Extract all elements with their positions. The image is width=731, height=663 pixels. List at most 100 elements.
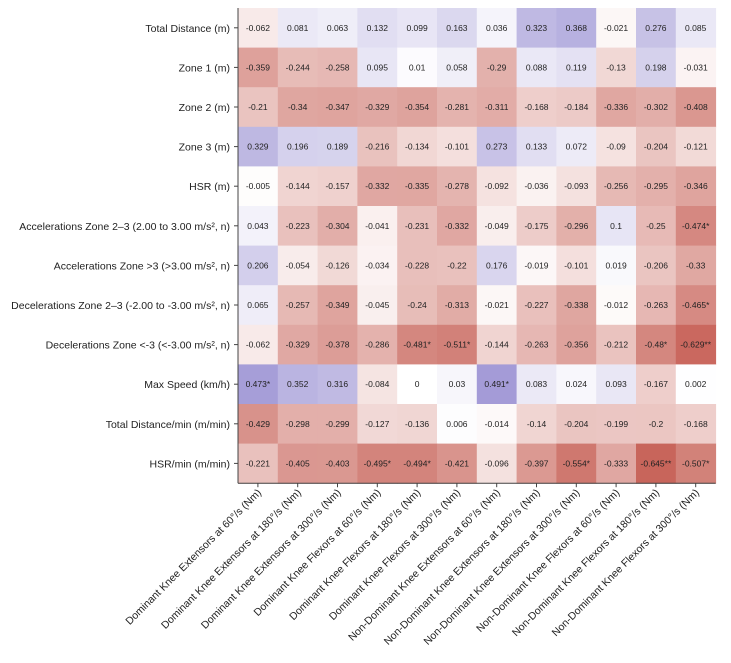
heatmap-cell [596, 47, 637, 88]
cell-value: 0.176 [486, 260, 508, 270]
heatmap-cell [596, 443, 637, 484]
heatmap-cell [675, 443, 717, 484]
heatmap-cell [476, 126, 518, 167]
cell-value: -0.019 [524, 260, 548, 270]
cell-value: -0.34 [288, 102, 308, 112]
heatmap-cell [317, 285, 358, 326]
heatmap-cell [636, 324, 677, 365]
heatmap-cell [556, 245, 597, 286]
cell-value: -0.199 [604, 419, 628, 429]
cell-value: -0.175 [524, 221, 548, 231]
cell-value: 0.163 [446, 23, 468, 33]
cell-value: -0.359 [246, 62, 270, 72]
heatmap-cell [675, 364, 717, 405]
cell-value: -0.2 [649, 419, 664, 429]
cell-value: -0.034 [365, 260, 389, 270]
heatmap-cell [476, 47, 518, 88]
heatmap-cell [437, 206, 478, 247]
cell-value: 0.006 [446, 419, 468, 429]
column-label: Non-Dominant Knee Flexors at 180°/s (Nm) [510, 487, 662, 639]
cell-value: 0.095 [367, 62, 389, 72]
cell-value: 0.036 [486, 23, 508, 33]
heatmap-cell [556, 324, 597, 365]
cell-value: -0.333 [604, 458, 628, 468]
heatmap-cell [596, 245, 637, 286]
heatmap-cell [437, 404, 478, 445]
heatmap-cell [556, 166, 597, 207]
cell-value: -0.304 [325, 221, 349, 231]
cell-value: -0.465* [682, 300, 710, 310]
heatmap-cell [636, 245, 677, 286]
cell-value: -0.093 [564, 181, 588, 191]
cell-value: -0.338 [564, 300, 588, 310]
cell-value: 0.072 [566, 142, 588, 152]
heatmap-cell [317, 206, 358, 247]
cell-value: -0.302 [644, 102, 668, 112]
heatmap-cell [596, 126, 637, 167]
heatmap-cell [516, 87, 557, 128]
cell-value: -0.299 [325, 419, 349, 429]
heatmap-cell [317, 166, 358, 207]
heatmap-cell [556, 8, 597, 49]
heatmap-cell [476, 285, 518, 326]
heatmap-cell [317, 404, 358, 445]
heatmap-cell [357, 285, 398, 326]
cell-value: -0.329 [286, 340, 310, 350]
heatmap-cell [476, 364, 518, 405]
cell-value: 0.276 [645, 23, 667, 33]
cell-value: 0.198 [645, 62, 667, 72]
heatmap-cell [556, 443, 597, 484]
cell-value: -0.256 [604, 181, 628, 191]
heatmap-cell [397, 364, 438, 405]
cell-value: 0.081 [287, 23, 309, 33]
heatmap-cell [357, 324, 398, 365]
cell-value: -0.062 [246, 23, 270, 33]
cell-value: -0.221 [246, 458, 270, 468]
heatmap-cell [437, 245, 478, 286]
heatmap-cell [238, 364, 279, 405]
cell-value: -0.216 [365, 142, 389, 152]
cell-value: -0.041 [365, 221, 389, 231]
cell-value: -0.33 [686, 260, 706, 270]
cell-value: -0.062 [246, 340, 270, 350]
cell-value: -0.408 [684, 102, 708, 112]
cell-value: -0.167 [644, 379, 668, 389]
heatmap-cell [238, 47, 279, 88]
column-label: Non-Dominant Knee Flexors at 300°/s (Nm) [550, 487, 702, 639]
heatmap-cell [238, 206, 279, 247]
cell-value: 0.1 [610, 221, 622, 231]
cell-value: -0.127 [365, 419, 389, 429]
heatmap-cell [357, 443, 398, 484]
cell-value: -0.378 [325, 340, 349, 350]
heatmap-cell [675, 47, 717, 88]
cell-value: -0.335 [405, 181, 429, 191]
heatmap-cell [277, 8, 319, 49]
heatmap-cell [556, 404, 597, 445]
cell-value: -0.036 [524, 181, 548, 191]
cell-value: -0.332 [445, 221, 469, 231]
heatmap-cell [277, 285, 319, 326]
heatmap-cell [357, 166, 398, 207]
cell-value: -0.332 [365, 181, 389, 191]
heatmap-cell [397, 324, 438, 365]
row-label: Accelerations Zone >3 (>3.00 m/s², n) [54, 260, 230, 272]
cell-value: 0.099 [406, 23, 428, 33]
row-label: Zone 2 (m) [179, 102, 230, 114]
heatmap-cell [277, 324, 319, 365]
cell-value: -0.48* [645, 340, 668, 350]
cell-value: 0.083 [526, 379, 548, 389]
cell-value: 0.206 [247, 260, 269, 270]
cell-value: -0.29 [487, 62, 507, 72]
heatmap-cell [357, 364, 398, 405]
heatmap-cell [516, 166, 557, 207]
heatmap-cell [277, 47, 319, 88]
row-label: Decelerations Zone 2–3 (-2.00 to -3.00 m… [11, 300, 230, 312]
cell-value: -0.054 [286, 260, 310, 270]
cell-value: -0.296 [564, 221, 588, 231]
heatmap-cell [238, 87, 279, 128]
heatmap-cell [476, 206, 518, 247]
heatmap-cell [437, 443, 478, 484]
heatmap-cell [675, 8, 717, 49]
heatmap-cell [516, 206, 557, 247]
cell-value: -0.228 [405, 260, 429, 270]
